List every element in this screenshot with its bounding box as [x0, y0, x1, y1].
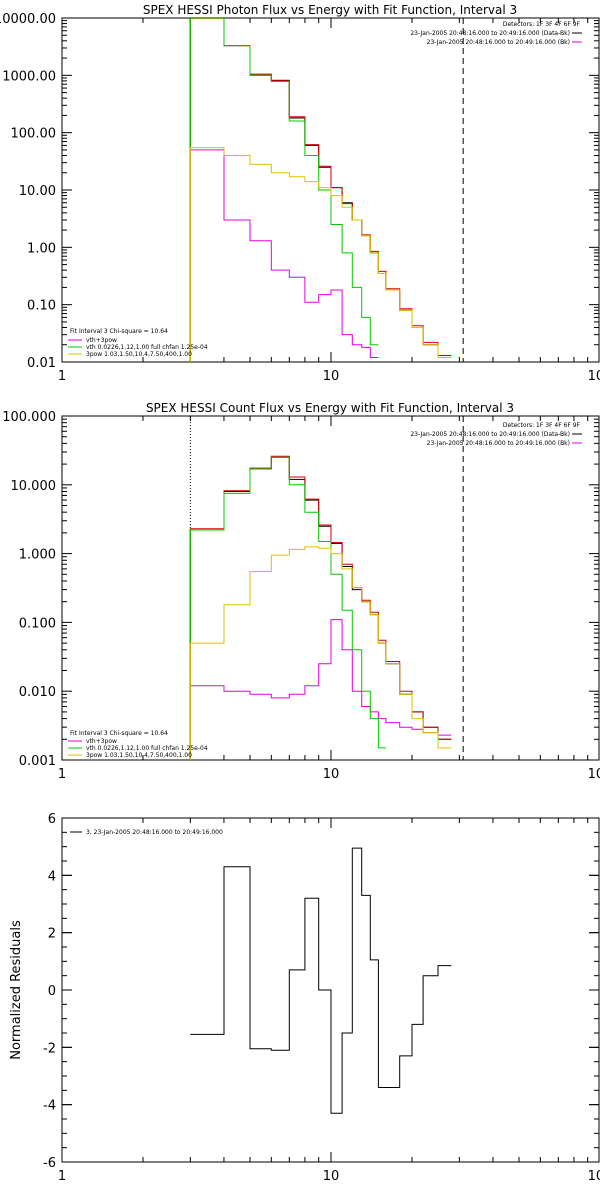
y-tick-label: 0.010 [19, 685, 56, 700]
y-tick-label: 1000.00 [2, 69, 56, 84]
series-line-1 [189, 18, 452, 362]
x-tick-label: 10 [323, 369, 340, 384]
legend-residual: 3, 23-Jan-2005 20:48:16.000 to 20:49:16.… [86, 829, 223, 836]
series-line-3 [189, 18, 379, 362]
residuals-y-label: Normalized Residuals [9, 920, 24, 1060]
y-tick-label: 0.01 [27, 356, 56, 371]
x-tick-label: 1 [58, 1169, 66, 1184]
legend-vth: vth 0.0226,1.12,1.00 full chfan 1.25e-04 [86, 745, 208, 752]
series-line-0 [190, 847, 452, 1114]
x-tick-label: 10 [323, 767, 340, 782]
legend-bk: 23-Jan-2005 20:48:16.000 to 20:49:16.000… [427, 39, 570, 46]
series-line-4 [189, 147, 452, 362]
x-tick-label: 100 [588, 1169, 600, 1184]
legend-detectors: Detectors: 1F 3F 4F 6F 9F [503, 422, 581, 429]
legend-data-minus-bk: 23-Jan-2005 20:48:16.000 to 20:49:16.000… [410, 431, 570, 438]
y-tick-label: 1.00 [27, 241, 56, 256]
y-tick-label: 6 [48, 812, 56, 827]
photon-flux-panel: SPEX HESSI Photon Flux vs Energy with Fi… [0, 3, 600, 384]
x-tick-label: 100 [588, 369, 600, 384]
y-tick-label: 10.00 [19, 184, 56, 199]
residuals-plot-area: 1 10 100 6 4 2 0 -2 -4 -6 [43, 812, 600, 1184]
legend-data-minus-bk: 23-Jan-2005 20:48:16.000 to 20:49:16.000… [410, 30, 570, 37]
count-flux-plot-area: 1 10 100 100.000 10.000 1.000 0.100 0.010 0.001 [2, 410, 600, 782]
y-tick-label: -2 [43, 1041, 56, 1056]
count-flux-title: SPEX HESSI Count Flux vs Energy with Fit… [146, 401, 514, 415]
y-tick-label: 100.00 [11, 127, 57, 142]
x-tick-label: 10 [323, 1169, 340, 1184]
y-tick-label: 10000.00 [0, 12, 56, 27]
count-flux-panel: SPEX HESSI Count Flux vs Energy with Fit… [2, 401, 600, 782]
y-tick-label: 0 [48, 984, 56, 999]
legend-detectors: Detectors: 1F 3F 4F 6F 9F [503, 21, 581, 28]
residuals-panel: Normalized Residuals 1 10 100 6 4 2 0 -2 -4 -6 3,… [9, 812, 600, 1184]
y-tick-label: 100.000 [2, 410, 56, 425]
photon-flux-legend-top-right: Detectors: 1F 3F 4F 6F 9F 23-Jan-2005 20… [410, 21, 582, 46]
legend-fit-interval: Fit Interval 3 Chi-square = 10.64 [70, 730, 168, 737]
legend-3pow: 3pow 1.03,1.50,10.4,7.50,400,1.00 [86, 752, 192, 759]
series-line-3 [189, 456, 386, 760]
y-tick-label: 0.001 [19, 754, 56, 769]
residuals-legend: 3, 23-Jan-2005 20:48:16.000 to 20:49:16.… [70, 829, 223, 836]
y-tick-label: 1.000 [19, 548, 56, 563]
count-flux-legend-top-right: Detectors: 1F 3F 4F 6F 9F 23-Jan-2005 20… [410, 422, 582, 447]
x-tick-label: 100 [588, 767, 600, 782]
y-tick-label: -6 [43, 1156, 56, 1171]
y-tick-label: 0.100 [19, 616, 56, 631]
y-tick-label: 4 [48, 869, 56, 884]
count-flux-legend-bottom-left: Fit Interval 3 Chi-square = 10.64 vth+3p… [68, 730, 208, 759]
x-tick-label: 1 [58, 767, 66, 782]
photon-flux-plot-area: 1 10 100 10000.00 1000.00 100.00 10.00 1.00 0.10… [0, 12, 600, 384]
y-tick-label: 2 [48, 927, 56, 942]
legend-vth3pow: vth+3pow [86, 337, 117, 344]
photon-flux-legend-bottom-left: Fit Interval 3 Chi-square = 10.64 vth+3p… [68, 328, 208, 358]
series-line-4 [189, 546, 452, 760]
legend-3pow: 3pow 1.03,1.50,10.4,7.50,400,1.00 [86, 351, 192, 358]
x-tick-label: 1 [58, 369, 66, 384]
photon-flux-title: SPEX HESSI Photon Flux vs Energy with Fi… [143, 3, 517, 17]
y-tick-label: -4 [43, 1099, 56, 1114]
legend-fit-interval: Fit Interval 3 Chi-square = 10.64 [70, 328, 168, 335]
legend-vth: vth 0.0226,1.12,1.00 full chfan 1.25e-04 [86, 344, 208, 351]
y-tick-label: 10.000 [11, 479, 57, 494]
series-line-2 [189, 149, 379, 362]
y-tick-label: 0.10 [27, 299, 56, 314]
legend-vth3pow: vth+3pow [86, 738, 117, 745]
legend-bk: 23-Jan-2005 20:48:16.000 to 20:49:16.000… [427, 440, 570, 447]
